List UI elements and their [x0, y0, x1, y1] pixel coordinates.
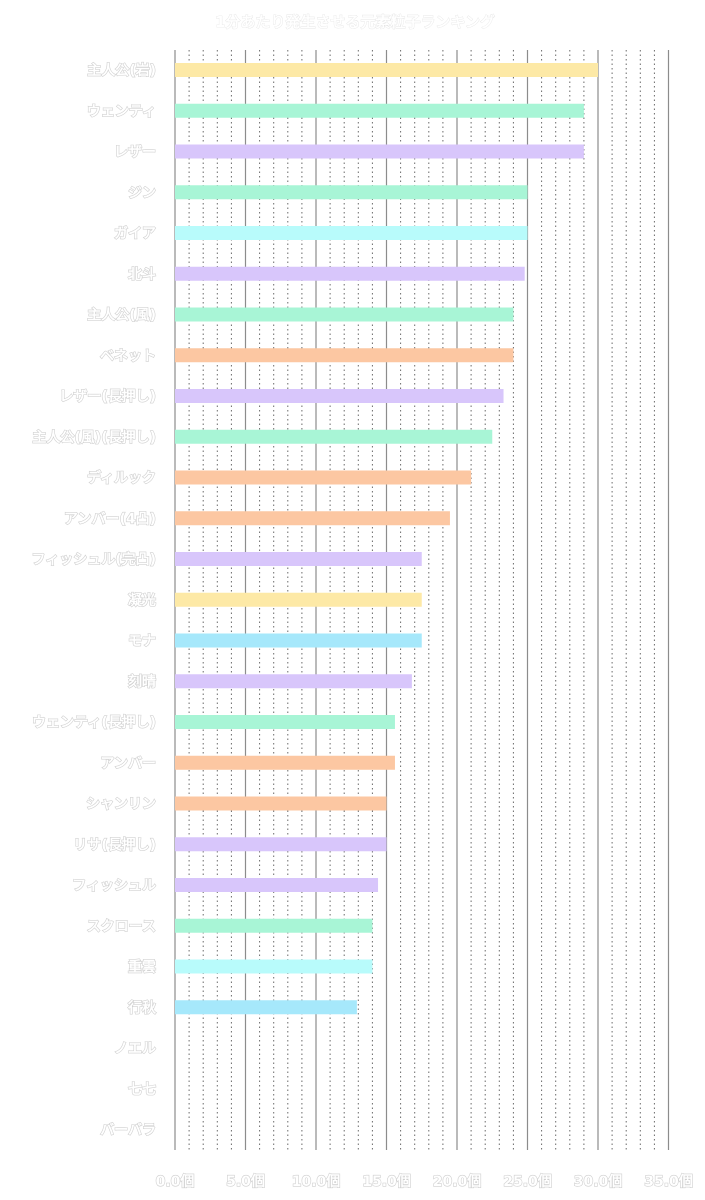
category-label: 北斗: [128, 267, 156, 283]
bar: [175, 959, 373, 974]
bar: [175, 837, 387, 852]
category-label: 凝光: [128, 592, 156, 609]
x-tick-label: 30.0個: [574, 1173, 623, 1190]
category-label: 刻晴: [128, 673, 156, 690]
category-label: ディルック: [87, 470, 156, 487]
category-label: フィッシュル: [72, 878, 156, 894]
bar: [175, 592, 422, 607]
category-label: リサ(長押し): [73, 836, 156, 853]
x-tick-label: 15.0個: [362, 1173, 411, 1190]
category-label: 行秋: [127, 999, 157, 1016]
bar: [175, 633, 422, 648]
bars-group: [175, 63, 598, 1015]
bar: [175, 63, 598, 77]
category-label: アンバー: [101, 756, 156, 772]
bar: [175, 552, 422, 566]
category-label: 七七: [128, 1082, 156, 1098]
category-label: アンバー(4凸): [64, 511, 156, 527]
bar: [175, 1000, 357, 1015]
category-label: ノエル: [114, 1041, 156, 1057]
bar: [175, 103, 584, 118]
category-label: ベネット: [100, 348, 156, 364]
category-label: 主人公(岩): [87, 62, 156, 79]
category-label: スクロース: [87, 919, 156, 935]
category-label: ウェンティ: [87, 104, 156, 120]
bar: [175, 918, 373, 933]
category-label: レザー(長押し): [59, 388, 156, 405]
bar: [175, 144, 584, 159]
bar: [175, 185, 528, 200]
x-tick-label: 10.0個: [292, 1173, 341, 1190]
x-tick-label: 35.0個: [644, 1173, 693, 1190]
category-label: ガイア: [114, 226, 156, 242]
bar: [175, 715, 395, 729]
bar: [175, 389, 504, 403]
category-label: レザー: [114, 145, 156, 161]
bar: [175, 796, 387, 811]
category-label: 主人公(風)(長押し): [32, 429, 156, 446]
chart-title: 1分あたり発生させる元素粒子ランキング: [215, 13, 495, 31]
x-tick-label: 25.0個: [503, 1173, 552, 1190]
bar: [175, 348, 514, 363]
x-tick-label: 0.0個: [156, 1173, 195, 1190]
category-label: フィッシュル(完凸): [31, 551, 156, 568]
bar: [175, 755, 395, 770]
category-label: バーバラ: [100, 1123, 156, 1139]
bar: [175, 878, 379, 892]
bar: [175, 470, 472, 485]
bar: [175, 511, 450, 526]
x-tick-label: 20.0個: [433, 1173, 482, 1190]
category-label: 重雲: [128, 959, 156, 976]
category-label: シャンリン: [86, 797, 156, 813]
bar: [175, 266, 525, 281]
bar: [175, 226, 528, 240]
bar: [175, 674, 412, 689]
category-label: ジン: [128, 185, 156, 201]
category-label: モナ: [128, 634, 156, 650]
bar: [175, 429, 493, 444]
category-label: ウェンティ(長押し): [32, 714, 156, 731]
x-tick-label: 5.0個: [226, 1173, 265, 1190]
x-tick-labels: 0.0個 5.0個 10.0個 15.0個 20.0個 25.0個 30.0個 35.0個: [155, 1172, 693, 1190]
category-label: 主人公(風): [87, 307, 156, 324]
bar: [175, 307, 514, 322]
